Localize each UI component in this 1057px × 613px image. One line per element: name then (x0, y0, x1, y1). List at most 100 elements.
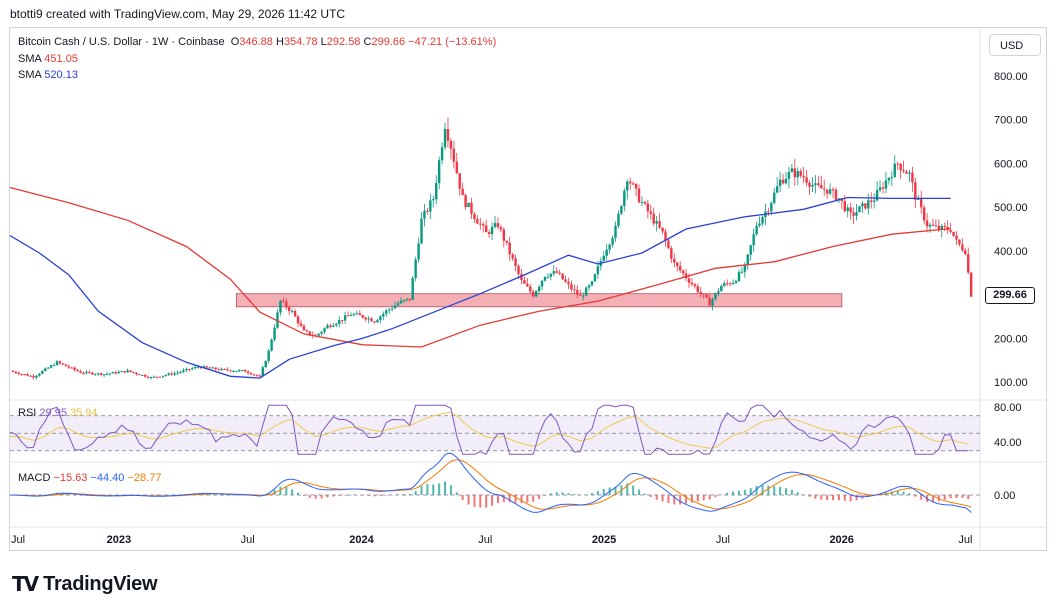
candle-body (358, 313, 361, 316)
candle-body (73, 367, 76, 370)
macd-hist-bar (208, 494, 211, 495)
candle-body (432, 199, 435, 201)
macd-hist-bar (214, 494, 217, 496)
candle-body (446, 129, 450, 141)
candle-body (846, 207, 849, 212)
candle-body (505, 240, 508, 243)
candle-body (893, 163, 896, 178)
candle-body (511, 254, 514, 259)
candle-body (279, 300, 282, 313)
candle-body (546, 276, 550, 278)
macd-hist-bar (720, 494, 723, 495)
candle-body (640, 202, 644, 204)
macd-value: −15.63 (53, 472, 88, 484)
macd-hist-bar (920, 495, 923, 500)
candle-body (32, 375, 35, 378)
support-zone (235, 293, 843, 308)
macd-hist-bar (955, 495, 958, 498)
candle-body (905, 171, 908, 174)
candle-body (778, 179, 782, 187)
candle-body (634, 183, 638, 189)
candle-body (752, 234, 755, 246)
candle-body (452, 148, 456, 162)
candle-body (549, 273, 553, 277)
macd-hist-bar (755, 485, 758, 495)
candle-body (302, 325, 306, 331)
time-tick-label: Jul (478, 534, 492, 546)
tradingview-logo[interactable]: TV TradingView (12, 572, 158, 596)
candle-body (602, 255, 605, 261)
candle-body (567, 281, 570, 285)
macd-hist-bar (726, 492, 729, 495)
sma-blue-line (9, 196, 951, 379)
macd-hist-bar (314, 495, 317, 499)
macd-hist-bar (802, 494, 805, 496)
macd-hist-bar (514, 495, 517, 503)
candle-body (264, 360, 267, 368)
candle-body (399, 300, 403, 304)
rsi-ma-line (9, 411, 969, 449)
candle-body (420, 218, 423, 244)
symbol-legend: Bitcoin Cash / U.S. Dollar · 1W · Coinba… (18, 34, 496, 50)
candle-body (696, 286, 700, 292)
macd-hist-bar (591, 493, 593, 495)
time-tick-label: Jul (11, 534, 25, 546)
change-value: −47.21 (−13.61%) (408, 36, 497, 48)
candle-body (629, 181, 632, 184)
candle-body (808, 182, 811, 187)
candle-body (382, 313, 385, 317)
macd-hist-bar (596, 491, 599, 495)
candle-body (458, 173, 461, 189)
candle-body (802, 175, 805, 178)
candle-body (238, 370, 241, 372)
candle-body (126, 370, 129, 373)
candle-body (343, 315, 347, 321)
candle-body (805, 177, 808, 183)
candle-body (346, 315, 350, 317)
candle-body (678, 266, 682, 271)
candle-body (405, 298, 409, 300)
macd-hist-bar (344, 495, 347, 496)
candle-body (20, 374, 23, 376)
macd-hist-bar (320, 495, 323, 499)
candle-body (949, 230, 952, 232)
macd-hist-bar (626, 483, 629, 495)
candle-body (670, 248, 673, 259)
candle-body (317, 333, 320, 336)
candle-body (82, 372, 85, 374)
candle-body (99, 373, 103, 375)
candle-body (749, 245, 752, 255)
macd-hist-bar (673, 495, 676, 505)
candle-body (787, 171, 791, 179)
macd-hist-bar (420, 485, 423, 495)
candle-body (355, 313, 359, 315)
candle-body (282, 300, 285, 302)
candle-body (540, 280, 544, 287)
price-tick-label: 700.00 (994, 115, 1028, 127)
symbol-name: Bitcoin Cash / U.S. Dollar · 1W · Coinba… (18, 36, 225, 48)
candle-body (820, 185, 823, 189)
currency-button[interactable]: USD (989, 34, 1041, 56)
macd-hist-bar (432, 484, 435, 495)
macd-hist-bar (391, 494, 394, 496)
candle-body (14, 371, 18, 374)
candle-body (875, 190, 879, 201)
candle-body (714, 293, 717, 300)
candle-body (934, 225, 938, 227)
macd-hist-bar (908, 493, 911, 495)
candle-body (799, 171, 802, 176)
candle-body (320, 331, 323, 334)
macd-hist-bar (661, 495, 664, 502)
time-tick-label: Jul (958, 534, 972, 546)
candle-body (543, 276, 547, 281)
candle-body (955, 235, 958, 240)
tradingview-logo-icon: TV (12, 572, 39, 596)
candle-body (617, 213, 620, 226)
macd-hist-bar (943, 495, 946, 500)
candle-body (487, 232, 491, 235)
rsi-ma-value: 35.94 (70, 407, 98, 419)
candle-body (564, 279, 567, 282)
candle-body (252, 374, 256, 376)
candle-body (881, 187, 885, 189)
